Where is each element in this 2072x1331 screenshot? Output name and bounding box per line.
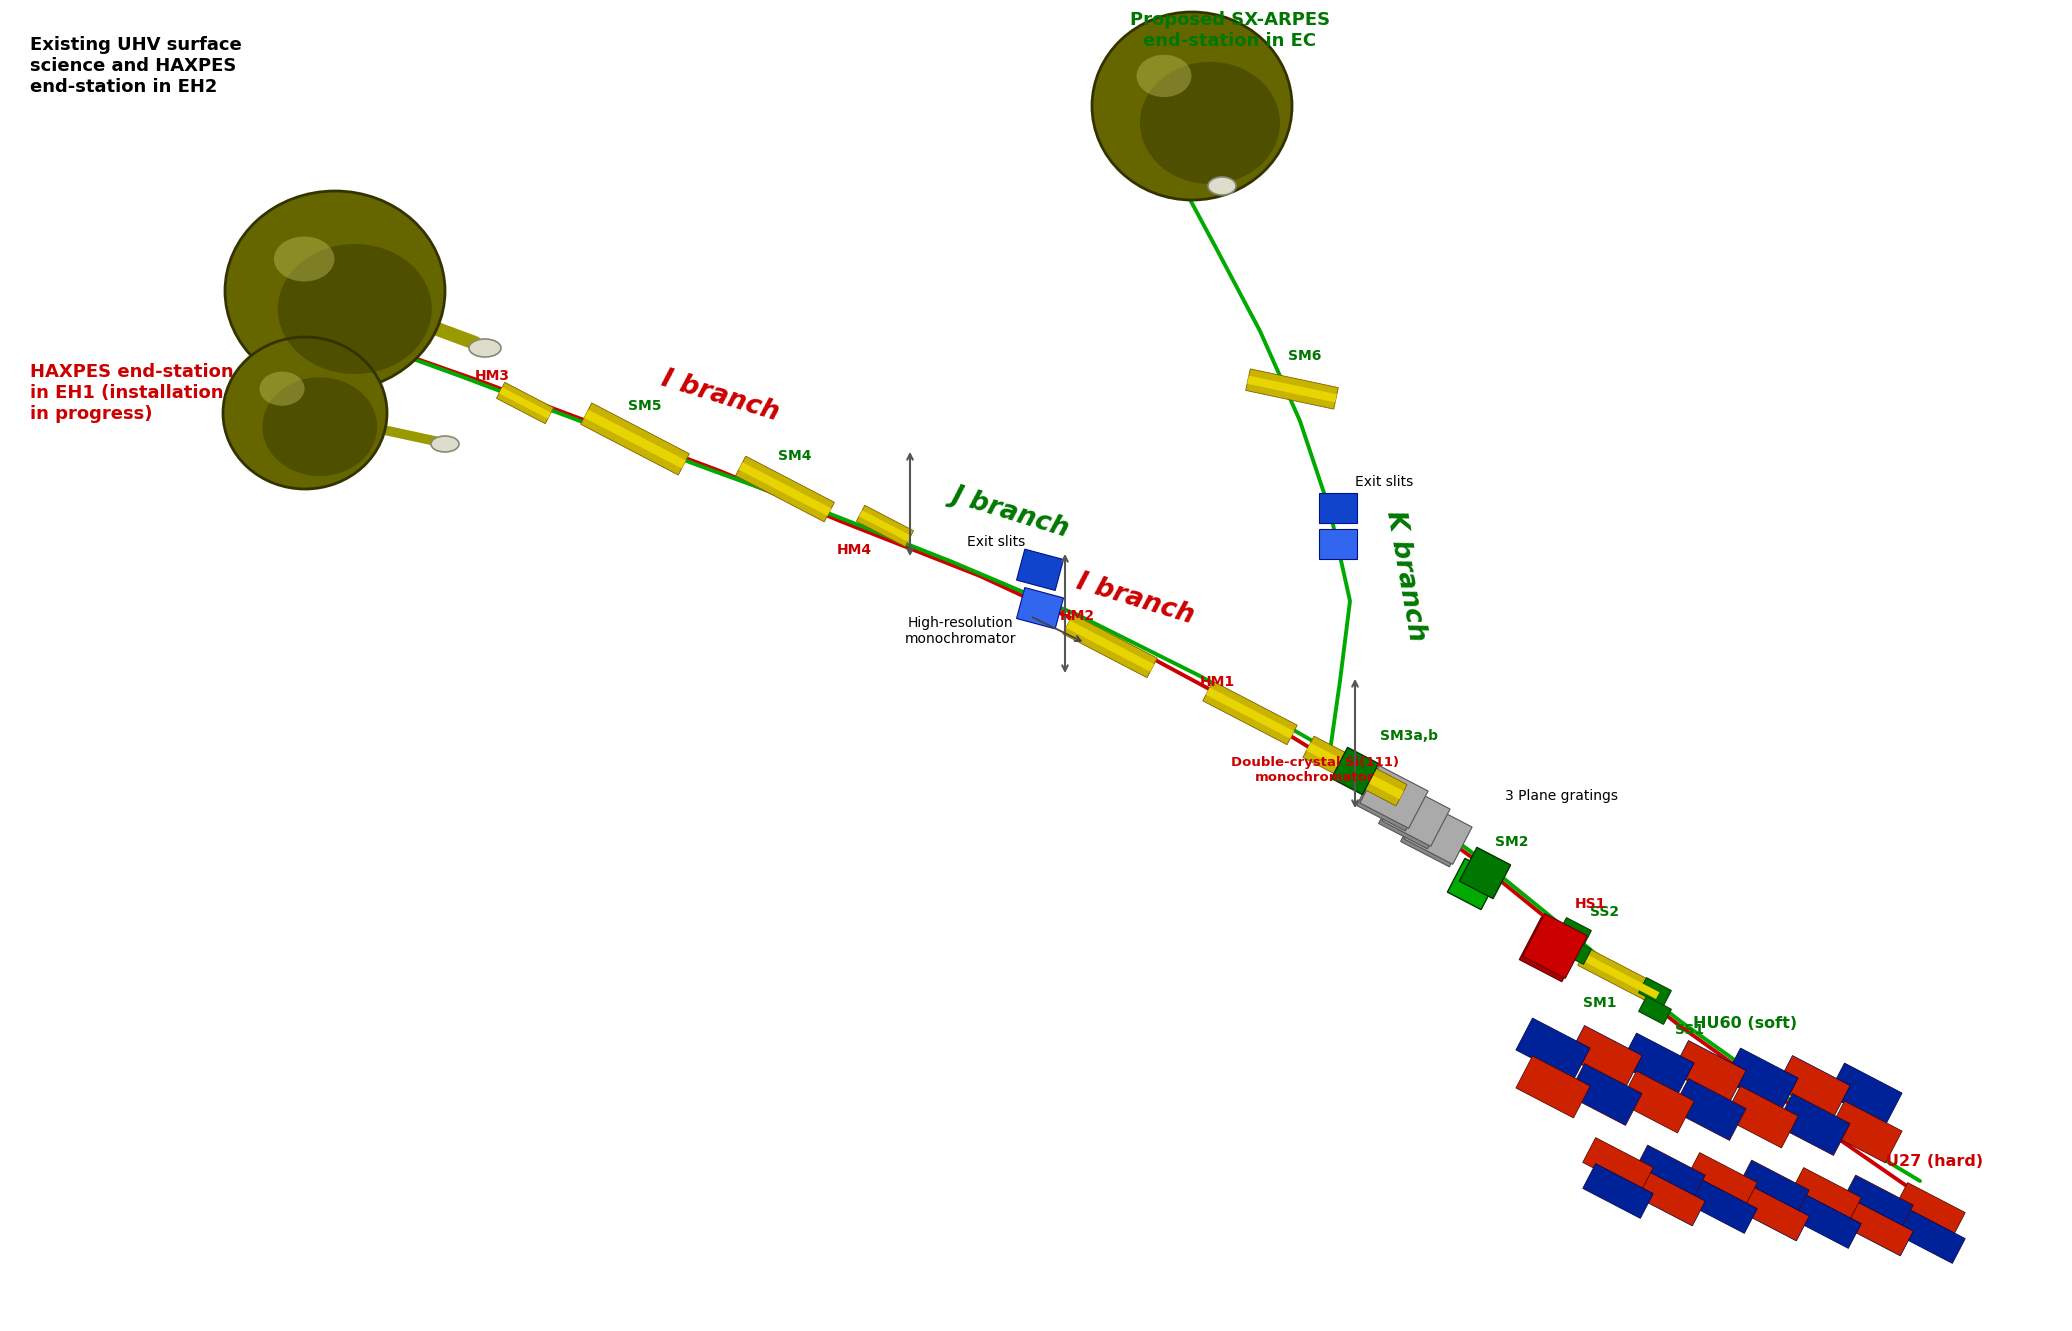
Polygon shape [736, 457, 835, 522]
Text: K branch: K branch [1380, 508, 1430, 643]
Polygon shape [1017, 587, 1063, 628]
Polygon shape [1672, 1041, 1747, 1102]
Polygon shape [1790, 1194, 1861, 1248]
Polygon shape [1519, 917, 1583, 982]
Polygon shape [1357, 768, 1426, 831]
Ellipse shape [1092, 12, 1293, 200]
Polygon shape [1639, 997, 1672, 1025]
Text: HS1: HS1 [1575, 897, 1606, 910]
Text: Double-crystal Si(111)
monochromator: Double-crystal Si(111) monochromator [1231, 756, 1399, 784]
Polygon shape [1569, 1025, 1643, 1087]
Text: Exit slits: Exit slits [1355, 475, 1413, 488]
Ellipse shape [226, 192, 445, 391]
Text: I branch: I branch [1073, 568, 1198, 630]
Text: SM4: SM4 [779, 449, 812, 463]
Polygon shape [1724, 1086, 1798, 1147]
Polygon shape [1790, 1167, 1861, 1222]
Polygon shape [860, 510, 912, 542]
Polygon shape [1828, 1101, 1902, 1163]
Polygon shape [1635, 1145, 1705, 1201]
Text: HM1: HM1 [1200, 675, 1235, 689]
Ellipse shape [1138, 55, 1191, 97]
Text: Proposed SX-ARPES
end-station in EC: Proposed SX-ARPES end-station in EC [1129, 11, 1330, 49]
Ellipse shape [431, 437, 460, 453]
Polygon shape [1017, 550, 1063, 591]
Polygon shape [1202, 681, 1297, 744]
Polygon shape [1724, 1047, 1798, 1110]
Polygon shape [1672, 1078, 1747, 1141]
Polygon shape [1303, 736, 1407, 805]
Text: SM6: SM6 [1289, 349, 1322, 363]
Polygon shape [740, 462, 831, 516]
Text: SM5: SM5 [628, 399, 661, 413]
Polygon shape [580, 403, 690, 475]
Polygon shape [1401, 804, 1469, 866]
Polygon shape [1581, 953, 1660, 1000]
Text: SS2: SS2 [1589, 905, 1618, 918]
Polygon shape [1842, 1175, 1912, 1230]
Polygon shape [584, 410, 686, 469]
Polygon shape [1065, 620, 1154, 672]
Polygon shape [497, 382, 553, 423]
Polygon shape [499, 387, 551, 419]
Polygon shape [1639, 978, 1672, 1006]
Polygon shape [1738, 1161, 1809, 1215]
Polygon shape [1206, 687, 1295, 739]
Text: SM2: SM2 [1496, 835, 1529, 849]
Polygon shape [1687, 1178, 1757, 1234]
Text: HU60 (soft): HU60 (soft) [1693, 1016, 1796, 1032]
Text: Exit slits: Exit slits [968, 535, 1026, 548]
Polygon shape [1359, 765, 1428, 828]
Polygon shape [1577, 948, 1662, 1005]
Text: HM4: HM4 [837, 543, 872, 556]
Polygon shape [1320, 528, 1357, 559]
Polygon shape [1620, 1071, 1695, 1133]
Polygon shape [1776, 1055, 1850, 1118]
Polygon shape [1558, 917, 1591, 945]
Polygon shape [1569, 1063, 1643, 1126]
Polygon shape [1635, 1171, 1705, 1226]
Polygon shape [1558, 936, 1591, 965]
Text: 3 Plane gratings: 3 Plane gratings [1504, 789, 1618, 803]
Polygon shape [1583, 1163, 1653, 1218]
Polygon shape [1247, 375, 1336, 402]
Polygon shape [1620, 1033, 1695, 1095]
Text: HM3: HM3 [474, 369, 510, 383]
Polygon shape [1687, 1153, 1757, 1207]
Text: U27 (hard): U27 (hard) [1886, 1154, 1983, 1169]
Polygon shape [1583, 1138, 1653, 1193]
Ellipse shape [278, 244, 431, 374]
Text: High-resolution
monochromator: High-resolution monochromator [903, 616, 1015, 646]
Ellipse shape [1208, 177, 1237, 196]
Ellipse shape [1140, 61, 1280, 184]
Text: SM3a,b: SM3a,b [1380, 729, 1438, 743]
Text: I branch: I branch [659, 366, 781, 426]
Text: HAXPES end-station
in EH1 (installation
in progress): HAXPES end-station in EH1 (installation … [29, 363, 234, 423]
Polygon shape [1448, 858, 1498, 909]
Polygon shape [1320, 492, 1357, 523]
Polygon shape [856, 506, 914, 547]
Text: Existing UHV surface
science and HAXPES
end-station in EH2: Existing UHV surface science and HAXPES … [29, 36, 242, 96]
Text: SS1: SS1 [1674, 1024, 1703, 1037]
Polygon shape [1894, 1182, 1966, 1238]
Ellipse shape [259, 371, 305, 406]
Ellipse shape [468, 339, 501, 357]
Text: J branch: J branch [949, 480, 1071, 542]
Ellipse shape [224, 337, 387, 488]
Polygon shape [1776, 1094, 1850, 1155]
Polygon shape [1828, 1063, 1902, 1125]
Ellipse shape [263, 377, 377, 476]
Polygon shape [1517, 1055, 1589, 1118]
Polygon shape [1523, 913, 1587, 978]
Polygon shape [1378, 787, 1446, 849]
Polygon shape [1842, 1201, 1912, 1256]
Polygon shape [1459, 848, 1510, 898]
Polygon shape [1894, 1209, 1966, 1263]
Text: HM2: HM2 [1061, 610, 1094, 623]
Polygon shape [1517, 1018, 1589, 1079]
Polygon shape [1382, 784, 1450, 847]
Polygon shape [1405, 801, 1471, 864]
Polygon shape [1305, 743, 1403, 800]
Polygon shape [1332, 748, 1378, 795]
Polygon shape [1063, 615, 1158, 677]
